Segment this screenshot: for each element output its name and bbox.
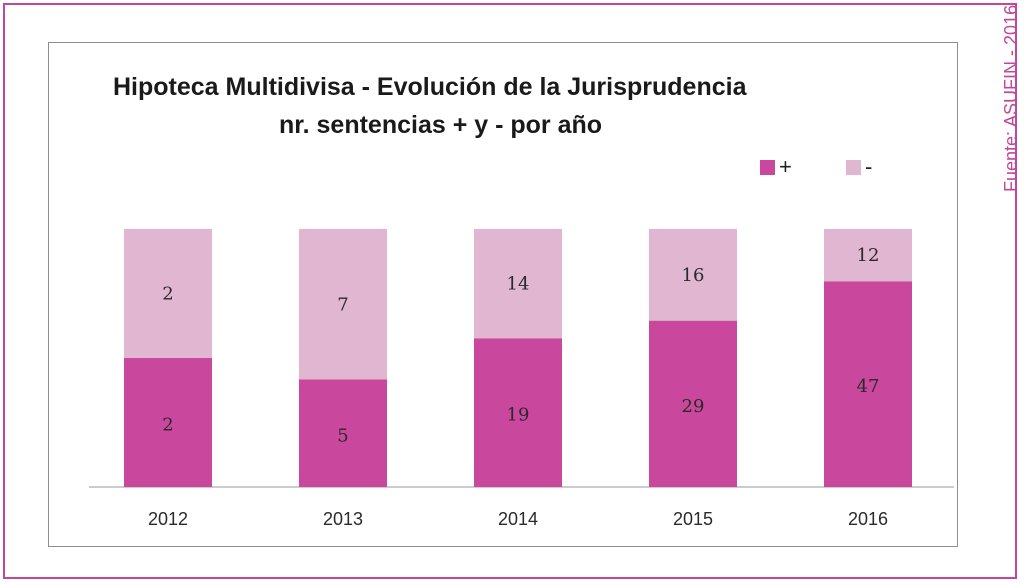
legend-item-plus: +	[760, 154, 792, 179]
bar-minus-2016	[824, 229, 912, 282]
legend-item-minus: -	[846, 154, 873, 179]
legend-swatch-minus	[846, 159, 861, 175]
legend-swatch-plus	[760, 159, 775, 175]
source-note: Fuente: ASUFIN - 2016	[1001, 4, 1021, 192]
data-label-minus-2015: 16	[682, 265, 705, 286]
chart-title: Hipoteca Multidivisa - Evolución de la J…	[113, 73, 747, 101]
bar-minus-2013	[299, 229, 387, 380]
x-tick-label-2012: 2012	[148, 509, 188, 529]
data-label-plus-2013: 5	[337, 425, 348, 446]
data-label-plus-2016: 47	[857, 376, 880, 397]
bar-minus-2014	[474, 229, 562, 339]
outer-frame	[3, 3, 1017, 579]
legend-label-plus: +	[779, 154, 792, 179]
data-label-minus-2012: 2	[162, 284, 173, 305]
chart-plot: 2 2 2012 7 5 2013 14 19 2014 16 29 2015 12 47 2016	[89, 229, 954, 529]
data-label-plus-2012: 2	[162, 415, 173, 436]
bar-plus-2014	[474, 338, 562, 487]
x-tick-label-2014: 2014	[498, 509, 538, 529]
bar-plus-2012	[124, 358, 212, 487]
bar-minus-2015	[649, 229, 737, 321]
chart-subtitle: nr. sentencias + y - por año	[279, 111, 603, 139]
data-label-plus-2015: 29	[682, 396, 705, 417]
x-tick-label-2013: 2013	[323, 509, 363, 529]
bar-plus-2016	[824, 281, 912, 487]
bar-plus-2015	[649, 320, 737, 487]
data-label-minus-2016: 12	[857, 245, 880, 266]
data-label-minus-2014: 14	[507, 274, 530, 295]
data-label-minus-2013: 7	[337, 294, 348, 315]
chart-panel: Hipoteca Multidivisa - Evolución de la J…	[48, 42, 958, 547]
legend-label-minus: -	[865, 154, 873, 179]
bar-plus-2013	[299, 379, 387, 487]
x-tick-label-2016: 2016	[848, 509, 888, 529]
x-tick-label-2015: 2015	[673, 509, 713, 529]
bar-minus-2012	[124, 229, 212, 358]
data-label-plus-2014: 19	[507, 405, 530, 426]
